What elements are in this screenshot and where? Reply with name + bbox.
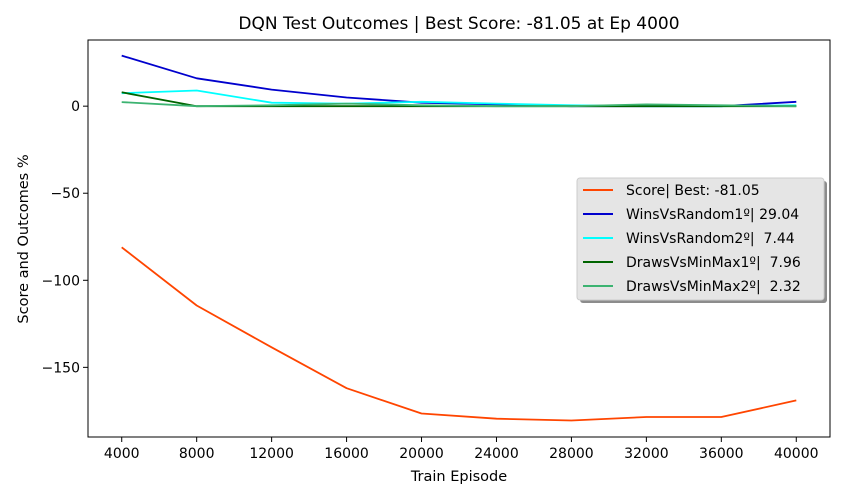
y-tick-label: −100 <box>42 273 80 289</box>
x-tick-label: 8000 <box>179 446 215 462</box>
series-line-2 <box>121 54 797 108</box>
y-tick-label: −150 <box>42 360 80 376</box>
y-tick-label: 0 <box>71 99 80 115</box>
legend-label-1: Score| Best: -81.05 <box>626 183 760 199</box>
y-tick-label: −50 <box>50 186 80 202</box>
legend-label-5: DrawsVsMinMax2º| 2.32 <box>626 279 801 295</box>
series-line-5 <box>121 101 797 108</box>
x-tick-label: 4000 <box>104 446 140 462</box>
chart-title: DQN Test Outcomes | Best Score: -81.05 a… <box>238 14 679 34</box>
plot-area: 4000 8000 12000 16000 20000 24000 28000 32000 36… <box>42 39 831 462</box>
y-axis-label: Score and Outcomes % <box>16 154 32 323</box>
x-tick-label: 24000 <box>474 446 519 462</box>
x-tick-label: 36000 <box>699 446 744 462</box>
x-tick-label: 40000 <box>774 446 819 462</box>
legend-label-3: WinsVsRandom2º| 7.44 <box>626 231 795 247</box>
legend-label-4: DrawsVsMinMax1º| 7.96 <box>626 255 801 271</box>
x-tick-label: 28000 <box>549 446 594 462</box>
x-tick-label: 32000 <box>624 446 669 462</box>
legend-label-2: WinsVsRandom1º| 29.04 <box>626 207 799 223</box>
plot-frame <box>87 39 831 438</box>
x-tick-label: 16000 <box>324 446 369 462</box>
legend: Score| Best: -81.05 WinsVsRandom1º| 29.04… <box>576 177 827 303</box>
x-axis-label: Train Episode <box>410 469 507 485</box>
x-tick-label: 20000 <box>399 446 444 462</box>
x-tick-label: 12000 <box>249 446 294 462</box>
legend-box <box>576 177 825 301</box>
series-line-1 <box>121 246 797 422</box>
